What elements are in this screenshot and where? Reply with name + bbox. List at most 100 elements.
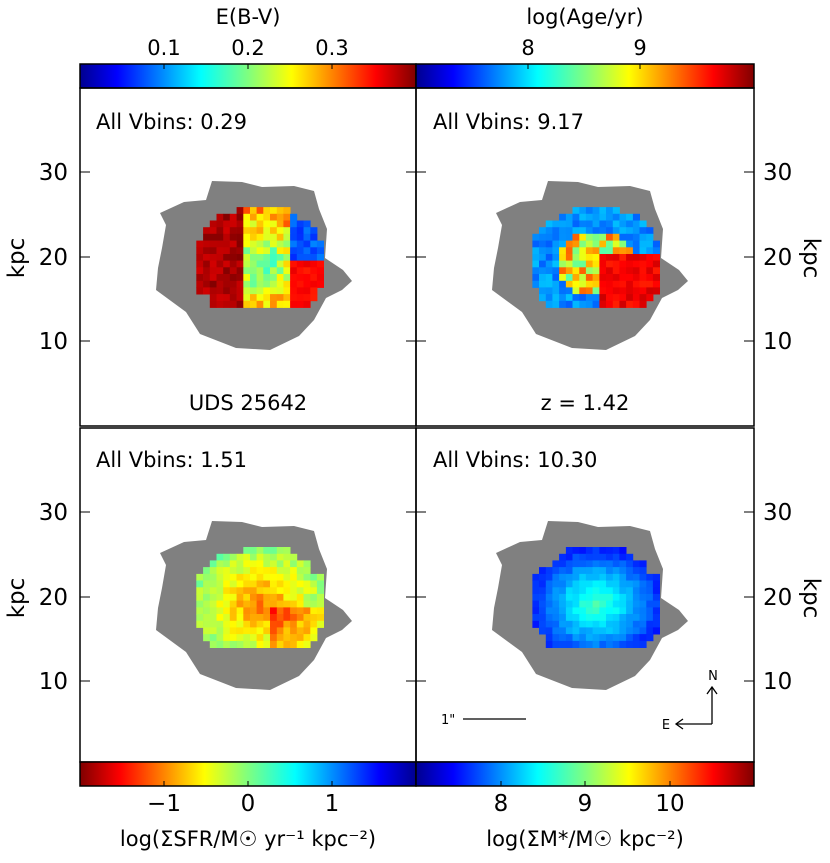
voronoi-bin [310,287,318,295]
voronoi-bin [250,300,258,308]
voronoi-bin [632,640,640,648]
voronoi-bin [652,287,660,295]
voronoi-bin [585,547,593,555]
voronoi-bin [310,267,318,275]
voronoi-bin [216,267,224,275]
voronoi-bin [236,280,244,288]
voronoi-bin [585,294,593,302]
voronoi-bin [229,294,237,302]
voronoi-bin [243,233,251,241]
voronoi-bin [316,280,324,288]
voronoi-bin [632,240,640,248]
voronoi-bin [606,627,614,635]
voronoi-bin [619,233,627,241]
voronoi-bin [565,627,573,635]
voronoi-bin [579,600,587,608]
voronoi-bin [545,240,553,248]
voronoi-bin [236,287,244,295]
voronoi-bin [612,300,620,308]
voronoi-bin [229,553,237,561]
voronoi-bin [646,260,654,268]
voronoi-bin [196,254,204,262]
voronoi-bin [626,240,634,248]
compass-icon [674,685,718,730]
colorbar-sfr-label: log(ΣSFR/M☉ yr⁻¹ kpc⁻²) [120,827,376,851]
voronoi-bin [652,274,660,282]
voronoi-bin [585,287,593,295]
voronoi-bin [606,580,614,588]
voronoi-bin [639,254,647,262]
voronoi-bin [572,294,580,302]
ylabel-right-bottom: kpc [798,578,824,619]
voronoi-bin [203,274,211,282]
voronoi-bin [209,587,217,595]
voronoi-bin [559,607,567,615]
voronoi-bin [236,260,244,268]
voronoi-bin [283,553,291,561]
voronoi-bin [539,620,547,628]
voronoi-bin [209,560,217,568]
voronoi-bin [612,620,620,628]
voronoi-bin [619,593,627,601]
voronoi-bin [532,614,540,622]
voronoi-bin [243,580,251,588]
voronoi-bin [646,240,654,248]
voronoi-bin [579,640,587,648]
redshift: z = 1.42 [541,391,630,415]
voronoi-bin [316,587,324,595]
voronoi-bin [209,593,217,601]
voronoi-bin [250,254,258,262]
voronoi-bin [539,580,547,588]
voronoi-bin [559,620,567,628]
voronoi-bin [592,580,600,588]
voronoi-bin [256,287,264,295]
voronoi-bin [579,547,587,555]
voronoi-bin [532,260,540,268]
voronoi-bin [599,593,607,601]
voronoi-bin [539,600,547,608]
voronoi-bin [539,614,547,622]
voronoi-bin [599,280,607,288]
voronoi-bin [290,233,298,241]
voronoi-bin [592,233,600,241]
voronoi-bin [250,207,258,215]
voronoi-bin [606,600,614,608]
voronoi-bin [532,254,540,262]
voronoi-bin [626,620,634,628]
voronoi-bin [296,220,304,228]
voronoi-bin [572,593,580,601]
voronoi-bin [256,240,264,248]
voronoi-bin [296,247,304,255]
voronoi-bin [585,627,593,635]
voronoi-bin [606,247,614,255]
voronoi-bin [606,634,614,642]
voronoi-bin [270,240,278,248]
voronoi-bin [592,227,600,235]
ytick-label: 30 [39,500,68,526]
voronoi-bin [276,274,284,282]
voronoi-bin [250,247,258,255]
voronoi-bin [310,280,318,288]
voronoi-bin [223,553,231,561]
voronoi-bin [579,587,587,595]
voronoi-bin [223,240,231,248]
voronoi-bin [585,280,593,288]
ytick-label: 10 [39,329,68,355]
voronoi-bin [296,580,304,588]
voronoi-bin [626,247,634,255]
voronoi-bin [545,280,553,288]
voronoi-bin [552,614,560,622]
voronoi-bin [612,247,620,255]
voronoi-bin [283,547,291,555]
voronoi-bin [545,640,553,648]
voronoi-bin [639,247,647,255]
voronoi-bin [626,614,634,622]
voronoi-bin [263,614,271,622]
voronoi-bin [539,627,547,635]
voronoi-bin [310,627,318,635]
voronoi-bin [263,274,271,282]
voronoi-bin [256,640,264,648]
voronoi-bin [223,254,231,262]
voronoi-bin [612,227,620,235]
voronoi-bin [223,567,231,575]
